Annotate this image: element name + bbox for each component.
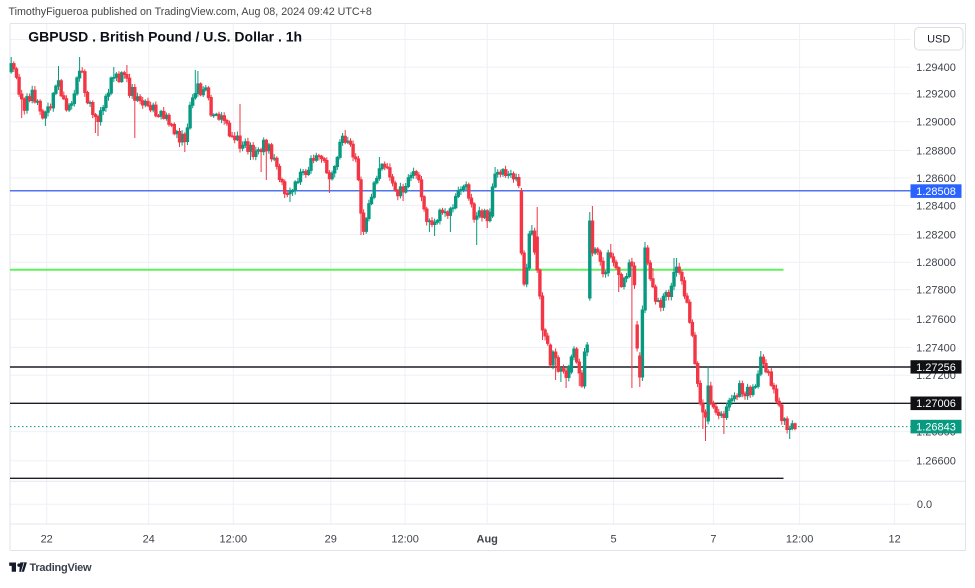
svg-text:1.27800: 1.27800	[916, 285, 956, 297]
svg-text:1.26600: 1.26600	[916, 456, 956, 468]
svg-text:1.27006: 1.27006	[916, 398, 956, 410]
svg-text:29: 29	[325, 533, 337, 545]
svg-text:1.27600: 1.27600	[916, 314, 956, 326]
svg-text:0.0: 0.0	[917, 499, 932, 511]
svg-text:7: 7	[710, 533, 716, 545]
svg-text:1.28000: 1.28000	[916, 257, 956, 269]
svg-text:12:00: 12:00	[391, 533, 419, 545]
svg-text:24: 24	[143, 533, 155, 545]
svg-text:1.28200: 1.28200	[916, 230, 956, 242]
svg-text:12:00: 12:00	[220, 533, 248, 545]
svg-text:1.26843: 1.26843	[916, 422, 956, 434]
svg-text:USD: USD	[927, 34, 950, 46]
svg-text:1.29000: 1.29000	[916, 117, 956, 129]
svg-text:TimothyFigueroa published on T: TimothyFigueroa published on TradingView…	[9, 6, 372, 18]
svg-text:1.29400: 1.29400	[916, 62, 956, 74]
svg-text:TradingView: TradingView	[30, 562, 93, 574]
svg-text:1.29200: 1.29200	[916, 89, 956, 101]
svg-text:1.28400: 1.28400	[916, 200, 956, 212]
svg-text:1.28600: 1.28600	[916, 173, 956, 185]
svg-text:5: 5	[610, 533, 616, 545]
svg-text:22: 22	[41, 533, 53, 545]
svg-text:1.28508: 1.28508	[916, 186, 956, 198]
svg-text:Aug: Aug	[477, 533, 498, 545]
svg-text:1.27256: 1.27256	[916, 362, 956, 374]
svg-text:12: 12	[888, 533, 900, 545]
svg-text:12:00: 12:00	[786, 533, 814, 545]
svg-text:GBPUSD . British Pound / U.S.: GBPUSD . British Pound / U.S. Dollar . 1…	[28, 28, 302, 44]
svg-text:1.27400: 1.27400	[916, 342, 956, 354]
svg-text:1.28800: 1.28800	[916, 145, 956, 157]
